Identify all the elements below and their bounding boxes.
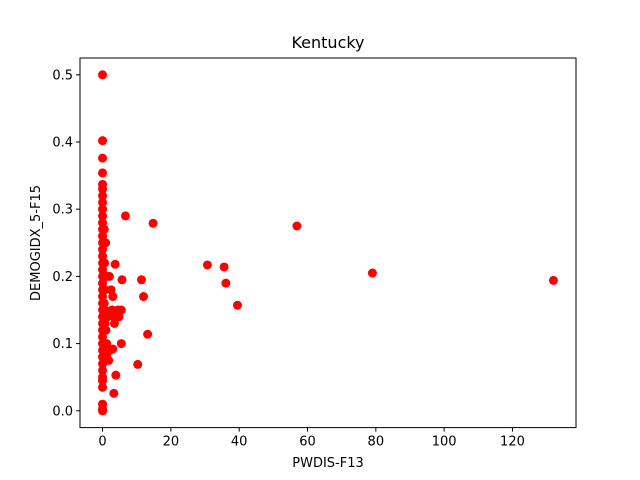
data-point <box>98 345 108 355</box>
y-tick-label: 0.2 <box>52 270 73 285</box>
data-point <box>109 388 119 398</box>
data-point <box>102 352 112 362</box>
data-point <box>219 262 229 272</box>
data-point <box>98 211 108 221</box>
data-point <box>98 191 108 201</box>
x-tick-label: 100 <box>432 435 457 450</box>
data-point <box>98 197 108 207</box>
ticks-layer: 0 20 40 60 80 100 120 0.0 0.1 0.2 0.3 0.4 0.5 <box>52 68 525 449</box>
data-point <box>232 300 242 310</box>
data-point <box>110 259 120 269</box>
data-point <box>100 258 110 268</box>
data-point <box>120 211 130 221</box>
data-point <box>101 325 111 335</box>
x-tick-label: 80 <box>368 435 385 450</box>
data-point <box>98 168 108 178</box>
data-point <box>98 204 108 214</box>
data-point <box>98 70 108 80</box>
data-point <box>143 329 153 339</box>
data-point <box>98 365 108 375</box>
data-point <box>110 318 119 328</box>
x-tick-label: 40 <box>231 435 248 450</box>
data-point <box>98 382 108 392</box>
y-tick-label: 0.4 <box>52 136 73 151</box>
data-point <box>221 278 231 288</box>
data-point <box>98 231 108 241</box>
data-point <box>99 224 109 234</box>
data-point <box>106 285 116 295</box>
data-point <box>108 292 118 302</box>
data-point <box>108 344 118 354</box>
chart-title: Kentucky <box>291 33 364 52</box>
data-point <box>98 332 108 342</box>
y-tick-label: 0.1 <box>52 337 73 352</box>
data-point <box>98 376 108 386</box>
x-tick-label: 20 <box>163 435 180 450</box>
data-point <box>98 153 108 163</box>
data-point <box>100 285 110 295</box>
data-point <box>292 221 302 231</box>
x-axis-label: PWDIS-F13 <box>292 456 364 471</box>
y-tick-label: 0.3 <box>52 203 73 218</box>
data-point <box>99 298 109 308</box>
data-point <box>548 275 558 285</box>
y-tick-label: 0.5 <box>52 68 73 83</box>
y-tick-label: 0.0 <box>52 404 73 419</box>
data-point <box>136 275 146 285</box>
data-point <box>98 136 108 146</box>
data-point <box>116 305 126 315</box>
data-point <box>98 218 108 228</box>
data-point <box>202 260 212 270</box>
plot-frame <box>79 57 577 429</box>
data-point <box>98 406 108 416</box>
x-tick-label: 120 <box>500 435 525 450</box>
data-point <box>117 275 127 285</box>
points-layer <box>98 70 558 416</box>
data-point <box>102 339 112 349</box>
data-point <box>133 359 143 369</box>
data-point <box>98 184 108 194</box>
data-point <box>98 245 108 255</box>
x-tick-label: 0 <box>98 435 106 450</box>
data-point <box>367 268 377 278</box>
data-point <box>116 339 126 349</box>
y-axis-label: DEMOGIDX_5-F15 <box>29 185 44 301</box>
data-point <box>104 271 114 281</box>
data-point <box>148 218 158 228</box>
data-point <box>111 370 121 380</box>
data-point <box>101 238 111 248</box>
data-point <box>139 292 149 302</box>
x-tick-label: 60 <box>299 435 316 450</box>
